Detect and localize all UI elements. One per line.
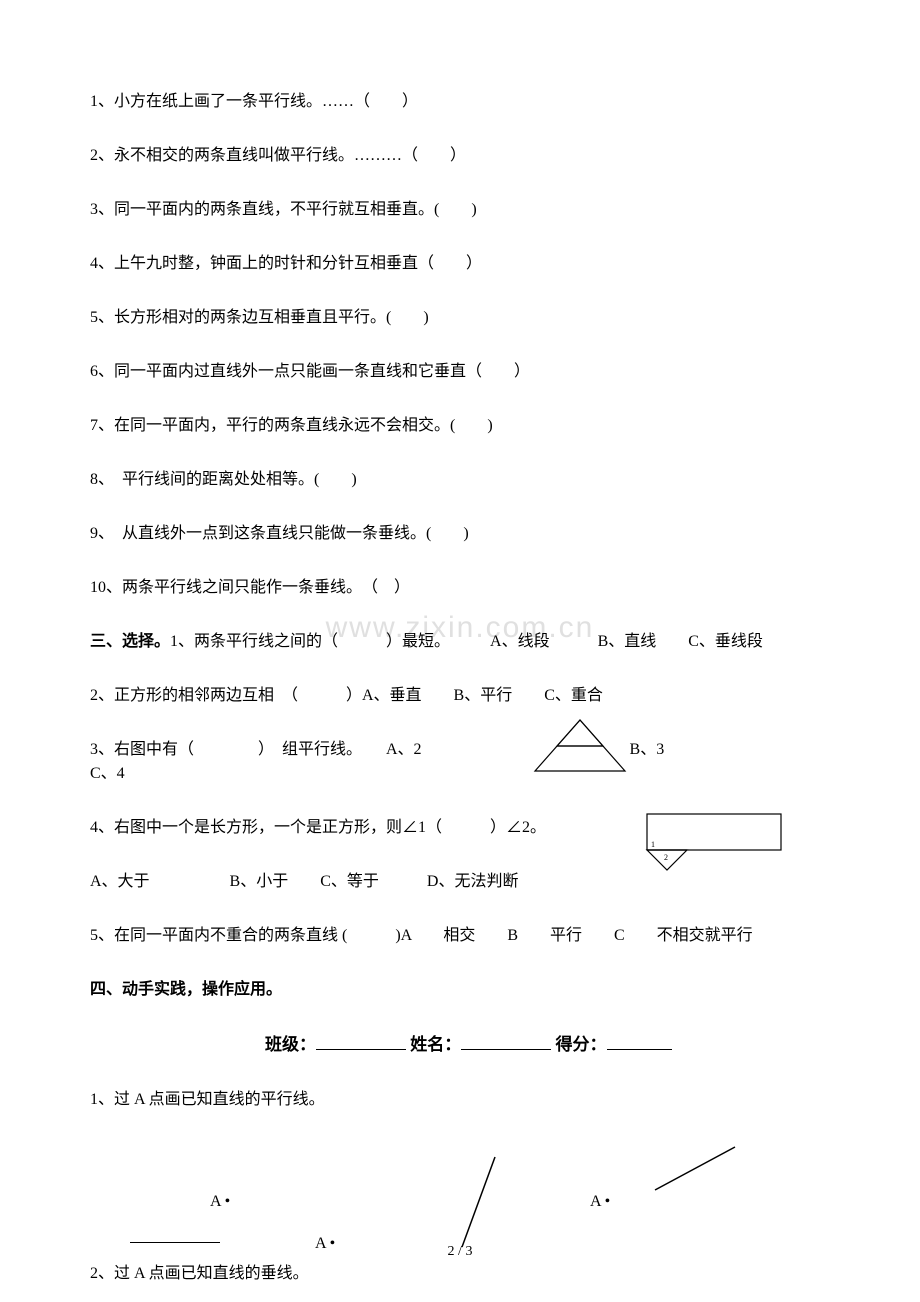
tf-question-7: 7、在同一平面内，平行的两条直线永远不会相交。( ) — [90, 414, 830, 438]
tf-question-5: 5、长方形相对的两条边互相垂直且平行。( ) — [90, 306, 830, 330]
choice-q4-container: 4、右图中一个是长方形，一个是正方形，则∠1（ ）∠2。 1 2 — [90, 816, 830, 840]
tf-question-9: 9、 从直线外一点到这条直线只能做一条垂线。( ) — [90, 522, 830, 546]
section3-line1: 三、选择。1、两条平行线之间的（ ）最短。 A、线段 B、直线 C、垂线段 — [90, 630, 830, 654]
tf-question-10: 10、两条平行线之间只能作一条垂线。 （ ） — [90, 576, 830, 600]
section4-heading: 四、动手实践，操作应用。 — [90, 978, 830, 1002]
diag-line-2-icon — [645, 1142, 745, 1197]
point-a-3: A • — [590, 1190, 610, 1214]
tf-question-3: 3、同一平面内的两条直线，不平行就互相垂直。( ) — [90, 198, 830, 222]
svg-text:2: 2 — [664, 853, 668, 862]
name-blank — [461, 1033, 551, 1050]
triangle-icon — [530, 718, 630, 773]
page-number: 2 / 3 — [448, 1241, 473, 1262]
tf-question-6: 6、同一平面内过直线外一点只能画一条直线和它垂直（ ） — [90, 360, 830, 384]
tf-question-4: 4、上午九时整，钟面上的时针和分针互相垂直（ ） — [90, 252, 830, 276]
choice-q5: 5、在同一平面内不重合的两条直线 ( )A 相交 B 平行 C 不相交就平行 — [90, 924, 830, 948]
tf-question-8: 8、 平行线间的距离处处相等。( ) — [90, 468, 830, 492]
line-1 — [130, 1242, 220, 1243]
tf-question-1: 1、小方在纸上画了一条平行线。……（ ） — [90, 90, 830, 114]
rect-diagram-icon: 1 2 — [645, 812, 785, 882]
class-info-line: 班级： 姓名： 得分： — [265, 1032, 830, 1058]
choice-q3: 3、右图中有（ ） 组平行线。 A、2 B、3 C、4 — [90, 741, 808, 782]
class-blank — [316, 1033, 406, 1050]
draw-q1: 1、过 A 点画已知直线的平行线。 — [90, 1088, 830, 1112]
diag-line-1-icon — [450, 1152, 510, 1252]
choice-q3-container: 3、右图中有（ ） 组平行线。 A、2 B、3 C、4 — [90, 738, 830, 786]
section3-heading: 三、选择。 — [90, 633, 170, 650]
score-blank — [607, 1033, 672, 1050]
score-label: 得分： — [556, 1035, 607, 1054]
point-a-2: A • — [315, 1232, 335, 1256]
draw-q2: 2、过 A 点画已知直线的垂线。 — [90, 1262, 830, 1286]
choice-q2: 2、正方形的相邻两边互相 （ ）A、垂直 B、平行 C、重合 — [90, 684, 830, 708]
draw-area-1: A • A • A • — [90, 1142, 830, 1252]
tf-question-2: 2、永不相交的两条直线叫做平行线。………（ ） — [90, 144, 830, 168]
svg-text:1: 1 — [651, 840, 655, 849]
class-label: 班级： — [265, 1035, 316, 1054]
name-label: 姓名： — [410, 1035, 461, 1054]
choice-q4: 4、右图中一个是长方形，一个是正方形，则∠1（ ）∠2。 — [90, 819, 546, 836]
choice-q1: 1、两条平行线之间的（ ）最短。 A、线段 B、直线 C、垂线段 — [170, 633, 763, 650]
point-a-1: A • — [210, 1190, 230, 1214]
